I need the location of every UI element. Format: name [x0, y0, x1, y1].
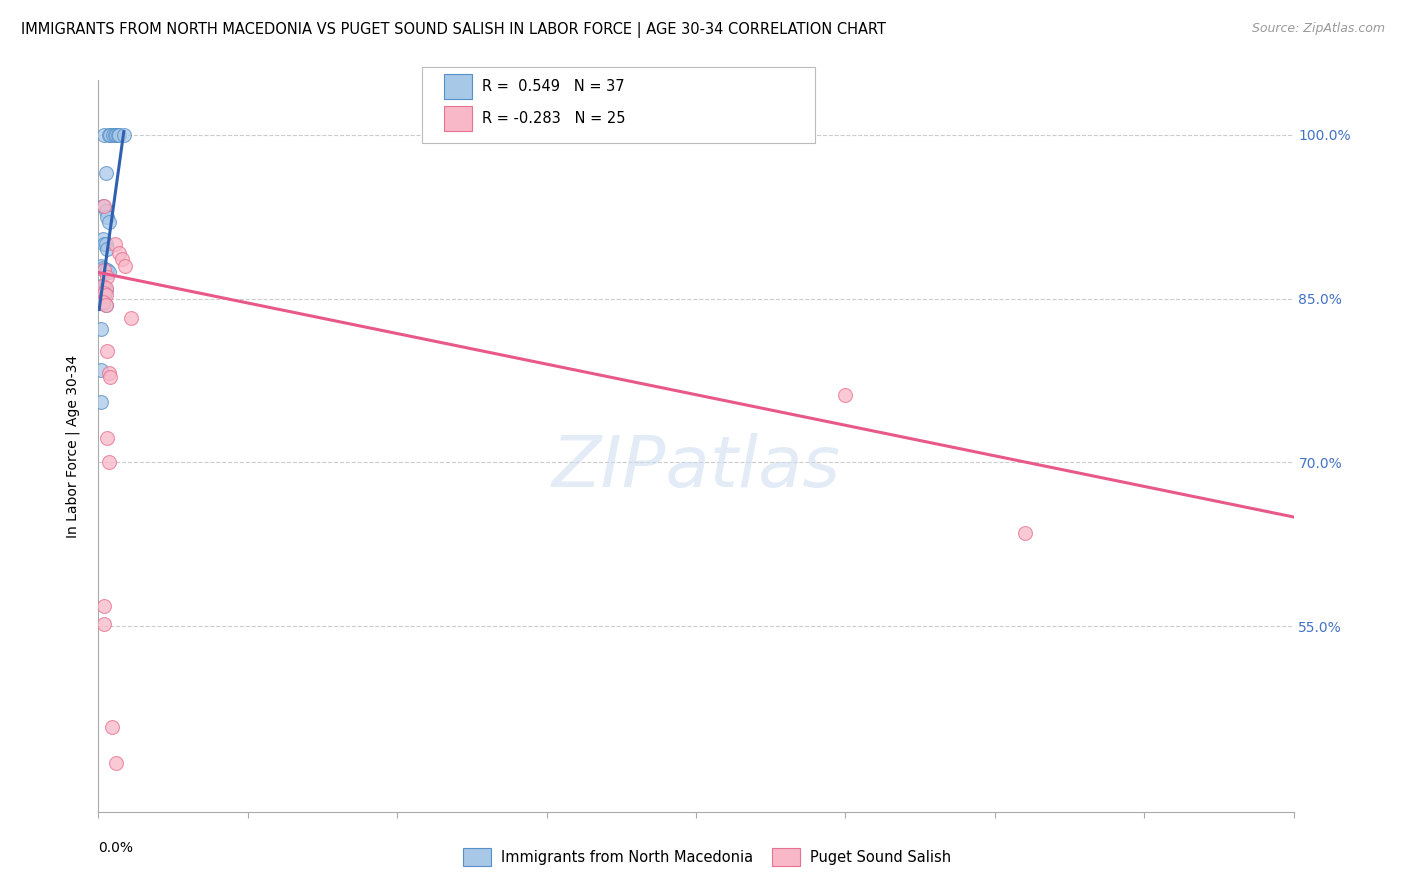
Point — [93, 289, 115, 303]
Text: Source: ZipAtlas.com: Source: ZipAtlas.com — [1251, 22, 1385, 36]
Point — [94, 283, 117, 297]
Point — [97, 215, 120, 229]
Point — [94, 288, 117, 302]
Point — [90, 362, 112, 376]
Point — [94, 298, 117, 312]
Point — [120, 311, 142, 326]
Point — [96, 269, 118, 284]
Point — [103, 128, 125, 142]
Point — [94, 263, 117, 277]
Point — [96, 210, 118, 224]
Point — [93, 263, 115, 277]
Point — [93, 237, 115, 252]
Point — [93, 263, 115, 277]
Point — [101, 720, 124, 734]
Point — [97, 128, 120, 142]
Point — [94, 281, 117, 295]
Point — [96, 263, 118, 277]
Text: IMMIGRANTS FROM NORTH MACEDONIA VS PUGET SOUND SALISH IN LABOR FORCE | AGE 30-34: IMMIGRANTS FROM NORTH MACEDONIA VS PUGET… — [21, 22, 886, 38]
Text: Puget Sound Salish: Puget Sound Salish — [810, 850, 950, 864]
Point — [834, 387, 856, 401]
Point — [96, 431, 118, 445]
Point — [105, 128, 128, 142]
Point — [97, 265, 120, 279]
Text: R = -0.283   N = 25: R = -0.283 N = 25 — [482, 112, 626, 126]
Point — [97, 455, 120, 469]
Point — [94, 298, 117, 312]
Point — [93, 616, 115, 631]
Point — [96, 344, 118, 359]
Point — [93, 286, 115, 301]
Point — [94, 204, 117, 219]
Y-axis label: In Labor Force | Age 30-34: In Labor Force | Age 30-34 — [65, 354, 80, 538]
Point — [90, 259, 112, 273]
Point — [93, 128, 115, 142]
Point — [94, 237, 117, 252]
Point — [90, 278, 112, 293]
Point — [91, 296, 114, 310]
Text: 0.0%: 0.0% — [98, 841, 134, 855]
Point — [91, 288, 114, 302]
Point — [98, 128, 122, 142]
Point — [98, 370, 122, 384]
Point — [112, 128, 135, 142]
Point — [104, 128, 127, 142]
Text: ZIPatlas: ZIPatlas — [551, 434, 841, 502]
Point — [93, 599, 115, 614]
Point — [104, 237, 127, 252]
Point — [90, 395, 112, 409]
Text: R =  0.549   N = 37: R = 0.549 N = 37 — [482, 79, 624, 94]
Point — [105, 756, 128, 770]
Point — [91, 281, 114, 295]
Point — [111, 252, 134, 267]
Point — [91, 278, 114, 293]
Point — [94, 166, 117, 180]
Point — [90, 293, 112, 308]
Point — [91, 231, 114, 245]
Point — [93, 199, 115, 213]
Point — [91, 261, 114, 276]
Point — [96, 243, 118, 257]
Point — [91, 294, 114, 309]
Point — [108, 245, 131, 260]
Point — [90, 286, 112, 301]
Text: Immigrants from North Macedonia: Immigrants from North Macedonia — [501, 850, 752, 864]
Point — [114, 259, 136, 273]
Point — [1014, 526, 1036, 541]
Point — [97, 366, 120, 380]
Point — [91, 199, 114, 213]
Point — [107, 128, 129, 142]
Point — [93, 281, 115, 295]
Point — [90, 322, 112, 336]
Point — [108, 128, 131, 142]
